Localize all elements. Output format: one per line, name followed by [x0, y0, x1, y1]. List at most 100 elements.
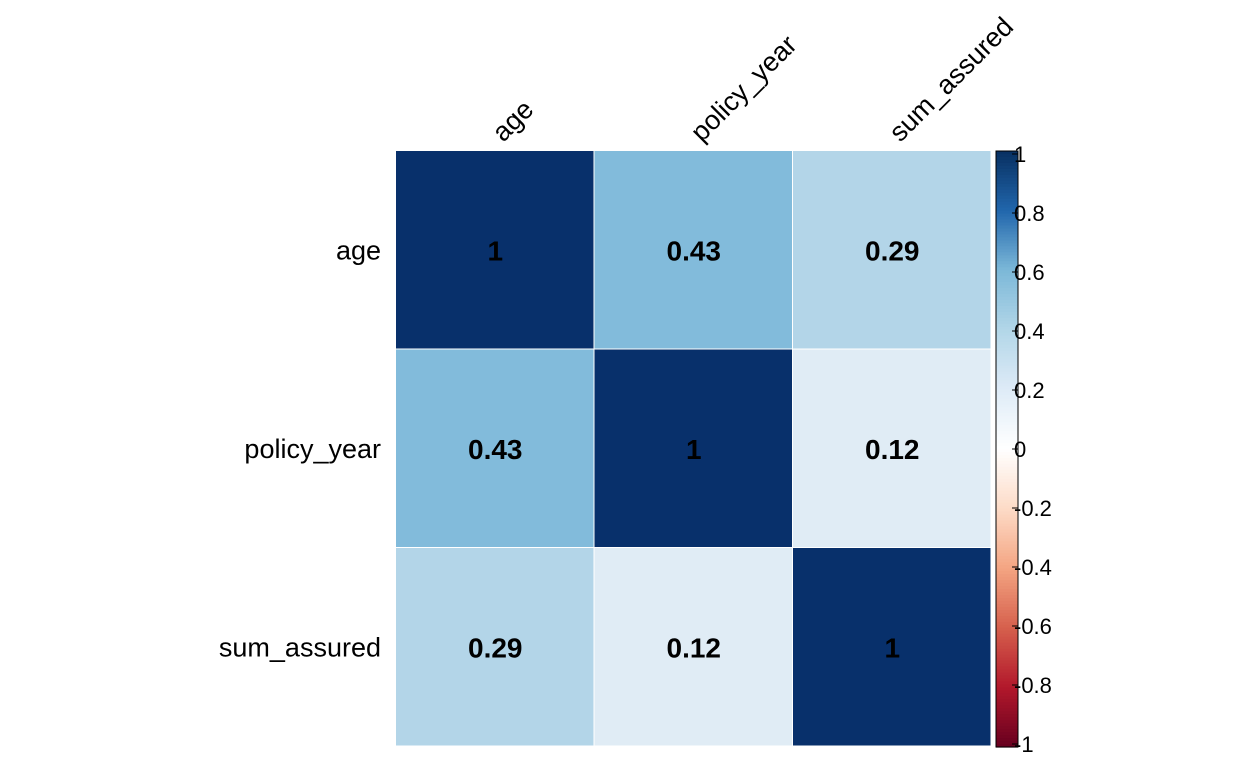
colorbar-segment	[996, 195, 1018, 200]
colorbar-segment	[996, 720, 1018, 724]
colorbar-segment	[996, 502, 1018, 507]
colorbar-segment	[996, 192, 1018, 197]
colorbar-segment	[996, 335, 1018, 340]
cell-age-sum_assured	[793, 151, 991, 349]
colorbar-tick-label: 0.2	[1014, 378, 1045, 403]
colorbar-segment	[996, 279, 1018, 283]
colorbar-segment	[996, 231, 1018, 236]
colorbar-segment	[996, 383, 1018, 388]
colorbar-segment	[996, 353, 1018, 358]
colorbar-segment	[996, 356, 1018, 361]
colorbar-segment	[996, 714, 1018, 718]
colorbar-segment	[996, 168, 1018, 173]
colorbar-segment	[996, 606, 1018, 611]
colorbar-segment	[996, 347, 1018, 352]
colorbar-segment	[996, 249, 1018, 253]
colorbar-segment	[996, 365, 1018, 370]
colorbar-segment	[996, 681, 1018, 686]
colorbar-segment	[996, 505, 1018, 510]
colorbar-segment	[996, 654, 1018, 659]
colorbar-segment	[996, 547, 1018, 551]
cell-value-label: 0.43	[468, 434, 523, 465]
colorbar-segment	[996, 618, 1018, 623]
column-label-age: age	[486, 94, 539, 147]
colorbar-segment	[996, 273, 1018, 277]
column-labels: age policy_year sum_assured	[486, 11, 1019, 147]
row-label-sum_assured: sum_assured	[219, 632, 381, 662]
colorbar-segment	[996, 690, 1018, 694]
colorbar-segment	[996, 693, 1018, 697]
colorbar-segment	[996, 612, 1018, 617]
colorbar-segment	[996, 684, 1018, 688]
colorbar-tick-label: 0	[1014, 437, 1026, 462]
colorbar-segment	[996, 386, 1018, 390]
colorbar-segment	[996, 186, 1018, 191]
colorbar-segment	[996, 598, 1018, 602]
colorbar-tick-label: 0.8	[1014, 201, 1045, 226]
colorbar-segment	[996, 311, 1018, 316]
colorbar-segment	[996, 544, 1018, 548]
colorbar-segment	[996, 517, 1018, 522]
cell-age-age	[396, 151, 594, 349]
cell-value-label: 0.43	[667, 235, 722, 266]
colorbar-segment	[996, 285, 1018, 289]
colorbar-segment	[996, 305, 1018, 310]
colorbar-segment	[996, 520, 1018, 525]
colorbar-segment	[996, 431, 1018, 435]
colorbar-segment	[996, 738, 1018, 742]
colorbar-segment	[996, 300, 1018, 304]
colorbar-segment	[996, 270, 1018, 274]
colorbar-segment	[996, 219, 1018, 224]
colorbar-segment	[996, 663, 1018, 668]
colorbar-segment	[996, 413, 1018, 417]
colorbar-segment	[996, 627, 1018, 632]
colorbar-tick-label: 1	[1014, 142, 1026, 167]
cell-sum_assured-policy_year	[594, 548, 792, 746]
colorbar-segment	[996, 541, 1018, 545]
colorbar-segment	[996, 323, 1018, 328]
colorbar-segment	[996, 422, 1018, 426]
colorbar-segment	[996, 675, 1018, 680]
colorbar-segment	[996, 702, 1018, 706]
colorbar-segment	[996, 419, 1018, 423]
cell-value-label: 0.12	[865, 434, 920, 465]
cell-value-label: 0.12	[667, 632, 722, 663]
colorbar-segment	[996, 398, 1018, 402]
colorbar-segment	[996, 302, 1018, 307]
colorbar-segment	[996, 481, 1018, 486]
colorbar-segment	[996, 514, 1018, 519]
colorbar-segment	[996, 559, 1018, 563]
colorbar-segment	[996, 568, 1018, 572]
colorbar-segment	[996, 207, 1018, 212]
colorbar-segment	[996, 615, 1018, 620]
cell-policy_year-policy_year	[594, 349, 792, 547]
colorbar-segment	[996, 329, 1018, 334]
colorbar-segment	[996, 451, 1018, 456]
colorbar-segment	[996, 550, 1018, 554]
colorbar: 1 0.8 0.6 0.4 0.2 0 -0.2 -0.4 -0.6 -0.8 -1	[995, 142, 1052, 757]
colorbar-segment	[996, 258, 1018, 262]
colorbar-segment	[996, 297, 1018, 301]
colorbar-segment	[996, 657, 1018, 662]
colorbar-segment	[996, 472, 1018, 477]
colorbar-segment	[996, 556, 1018, 560]
colorbar-segment	[996, 592, 1018, 596]
colorbar-segment	[996, 246, 1018, 250]
colorbar-segment	[996, 222, 1018, 227]
colorbar-segment	[996, 446, 1018, 450]
cell-policy_year-age	[396, 349, 594, 547]
colorbar-segment	[996, 201, 1018, 206]
colorbar-segment	[996, 189, 1018, 194]
colorbar-segment	[996, 437, 1018, 441]
colorbar-segment	[996, 395, 1018, 399]
colorbar-segment	[996, 469, 1018, 474]
colorbar-segment	[996, 600, 1018, 605]
colorbar-segment	[996, 380, 1018, 385]
colorbar-segment	[996, 374, 1018, 379]
colorbar-segment	[996, 583, 1018, 587]
colorbar-segment	[996, 639, 1018, 644]
colorbar-segment	[996, 234, 1018, 239]
colorbar-segment	[996, 267, 1018, 271]
colorbar-segment	[996, 416, 1018, 420]
colorbar-segment	[996, 562, 1018, 566]
